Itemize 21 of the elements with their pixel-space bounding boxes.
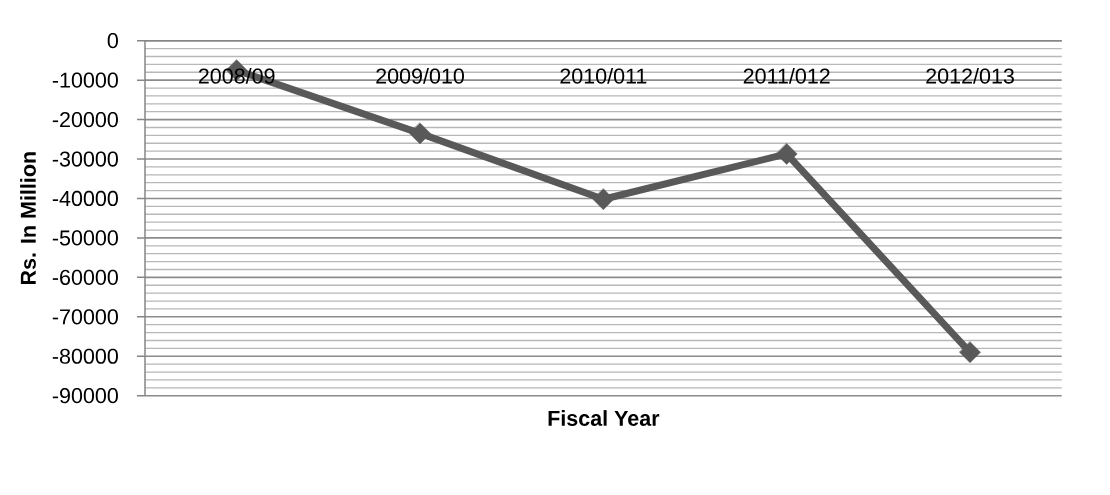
x-tick-label: 2008/09 [198, 67, 275, 84]
y-tick-label: -10000 [52, 72, 118, 88]
x-axis-title: Fiscal Year [548, 410, 660, 426]
y-axis-title: Rs. In Million [20, 152, 36, 285]
y-tick-label: -40000 [52, 190, 118, 207]
y-tick-label: -50000 [52, 230, 118, 246]
y-tick-label: -20000 [52, 111, 118, 128]
y-tick-label: -70000 [52, 309, 118, 325]
y-tick-label: -80000 [52, 348, 118, 364]
point [592, 188, 615, 211]
y-tick-label: -90000 [52, 388, 118, 404]
point [959, 341, 981, 364]
x-tick-label: 2012/013 [926, 67, 1014, 84]
y-tick-label: -60000 [52, 269, 118, 285]
x-tick-label: 2009/010 [376, 67, 464, 84]
y-tick-label: -30000 [52, 151, 118, 167]
point [775, 143, 798, 165]
y-tick-label: 0 [107, 33, 118, 49]
point [409, 122, 431, 145]
x-tick-label: 2011/012 [743, 67, 830, 84]
x-tick-label: 2010/011 [560, 67, 647, 84]
